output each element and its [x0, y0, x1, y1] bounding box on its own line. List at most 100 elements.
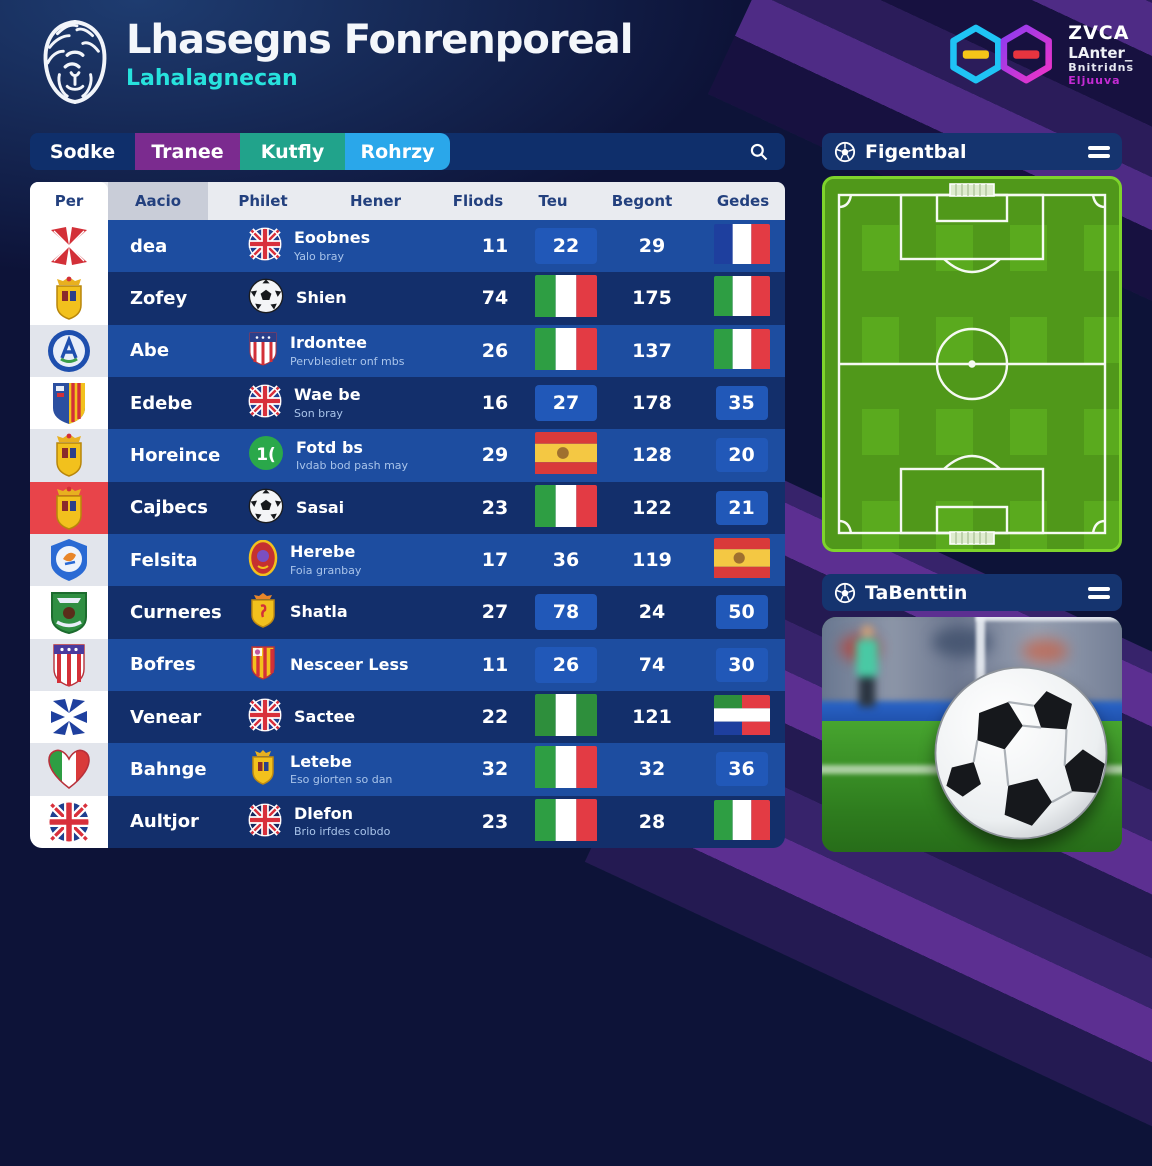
- fliods-value: 22: [481, 706, 509, 729]
- blurred-player: [852, 625, 882, 717]
- football-photo: [822, 617, 1122, 852]
- table-row[interactable]: Felsita Herebe Foia granbay 17 36 119: [30, 533, 785, 587]
- page-subtitle: Lahalagnecan: [126, 66, 298, 91]
- club-subtext: Foia granbay: [290, 563, 362, 577]
- club-name: Fotd bs: [296, 437, 363, 457]
- tab-kutfly[interactable]: Kutfly: [240, 133, 345, 170]
- column-header-per[interactable]: Per: [30, 182, 108, 220]
- club-subtext: Eso giorten so dan: [290, 773, 393, 787]
- teu-value: 36: [552, 549, 580, 572]
- menu-icon[interactable]: [1088, 586, 1110, 599]
- soccer-ball-icon: [248, 278, 284, 318]
- column-header-fliods[interactable]: Fliods: [452, 192, 504, 210]
- team-crest-icon: [30, 272, 108, 325]
- search-icon[interactable]: [749, 133, 785, 170]
- page-title: Lhasegns Fonrenporeal: [126, 17, 633, 63]
- club-subtext: Pervbledietr onf mbs: [290, 354, 405, 368]
- club-name: Irdontee: [290, 333, 368, 353]
- begont-value: 137: [632, 339, 672, 362]
- italy-flag-icon: [535, 327, 597, 374]
- yellow-shield-icon: [248, 592, 278, 632]
- team-crest-icon: [30, 638, 108, 691]
- team-name: dea: [130, 235, 168, 257]
- table-row[interactable]: Zofey Shien 74 175: [30, 272, 785, 325]
- italy-flag-icon: [713, 799, 770, 844]
- italy-flag-icon: [535, 798, 597, 845]
- team-name: Cajbecs: [130, 497, 209, 519]
- team-crest-icon: [30, 586, 108, 639]
- fliods-value: 26: [481, 339, 509, 362]
- brand-logo: ZVCA LAnter_ Bnitridns Eljuuva: [946, 22, 1134, 88]
- green-white-green-flag-icon: [535, 694, 597, 740]
- green-circle-icon: 1(: [248, 435, 284, 475]
- column-header-begont[interactable]: Begont: [611, 192, 673, 210]
- club-name: Wae be: [294, 385, 361, 405]
- brand-line4: Eljuuva: [1068, 73, 1121, 87]
- lion-logo-icon: [36, 12, 114, 110]
- italy-flag-icon: [535, 484, 597, 531]
- begont-value: 122: [632, 496, 672, 519]
- begont-value: 28: [638, 810, 666, 833]
- club-name: Sasai: [296, 497, 345, 517]
- italy-flag-icon: [535, 746, 597, 792]
- team-name: Felsita: [130, 549, 198, 571]
- mixed-flag-icon: [713, 695, 770, 739]
- begont-value: 74: [638, 653, 666, 676]
- column-header-hener[interactable]: Hener: [350, 192, 401, 210]
- table-row[interactable]: Abe Irdontee Pervbledietr onf mbs 26 137: [30, 324, 785, 377]
- gedes-badge: 50: [715, 595, 768, 630]
- italy-flag-icon: [535, 275, 597, 321]
- table-row[interactable]: Curneres Shatla 27 78 24 50: [30, 586, 785, 639]
- italy-flag-icon: [713, 276, 770, 320]
- table-row[interactable]: Aultjor Dlefon Brio irfdes colbdo 23 28: [30, 795, 785, 848]
- column-header-aacio[interactable]: Aacio: [108, 182, 208, 220]
- team-name: Edebe: [130, 392, 193, 414]
- table-row[interactable]: dea Eoobnes Yalo bray 11 22 29: [30, 220, 785, 273]
- club-subtext: Ivdab bod pash may: [296, 459, 409, 473]
- tab-tranee[interactable]: Tranee: [135, 133, 240, 170]
- begont-value: 175: [632, 287, 672, 310]
- panel-photo-header: TaBenttin: [822, 574, 1122, 611]
- column-header-gedes[interactable]: Gedes: [716, 192, 770, 210]
- panel-pitch-header: Figentbal: [822, 133, 1122, 170]
- table-row[interactable]: Edebe Wae be Son bray 16 27 178 35: [30, 376, 785, 430]
- begont-value: 24: [638, 601, 666, 624]
- table-row[interactable]: Bahnge Letebe Eso giorten so dan 32 32 36: [30, 743, 785, 796]
- team-crest-icon: [30, 743, 108, 796]
- table-row[interactable]: Bofres Nesceer Less 11 26 74 30: [30, 638, 785, 691]
- team-crest-icon: [30, 220, 108, 273]
- menu-icon[interactable]: [1088, 145, 1110, 158]
- soccer-ball-icon: [248, 488, 284, 528]
- table-row[interactable]: Horeince 1(Fotd bs Ivdab bod pash may 29 12…: [30, 429, 785, 482]
- club-name: Shien: [296, 288, 347, 308]
- football-globe-icon: [834, 141, 856, 162]
- spain-flag-icon: [535, 432, 597, 478]
- table-row[interactable]: Cajbecs Sasai 23 122 21: [30, 481, 785, 534]
- soccer-ball-photo: [930, 662, 1112, 844]
- begont-value: 29: [638, 235, 666, 258]
- team-crest-icon: [30, 533, 108, 587]
- club-subtext: Yalo bray: [294, 249, 344, 263]
- team-name: Aultjor: [130, 811, 199, 833]
- gedes-badge: 20: [715, 438, 768, 473]
- table-row[interactable]: Venear Sactee 22 121: [30, 690, 785, 744]
- tab-rohrzy[interactable]: Rohrzy: [345, 133, 450, 170]
- brand-line1: ZVCA: [1068, 21, 1130, 44]
- team-name: Abe: [130, 340, 170, 362]
- club-name: Eoobnes: [294, 228, 371, 248]
- tab-sodke[interactable]: Sodke: [30, 133, 135, 170]
- begont-value: 121: [632, 706, 672, 729]
- column-header-philet[interactable]: Philet: [238, 192, 288, 210]
- gedes-badge: 30: [715, 647, 768, 682]
- panel-photo-title: TaBenttin: [865, 581, 968, 604]
- begont-value: 32: [638, 758, 666, 781]
- column-header-teu[interactable]: Teu: [538, 192, 568, 210]
- fliods-value: 11: [481, 653, 509, 676]
- begont-value: 178: [632, 392, 672, 415]
- team-crest-icon: [30, 481, 108, 534]
- team-crest-icon: [30, 690, 108, 744]
- fliods-value: 16: [481, 392, 509, 415]
- brand-line2: LAnter_: [1068, 43, 1133, 62]
- gedes-badge: 35: [715, 386, 768, 421]
